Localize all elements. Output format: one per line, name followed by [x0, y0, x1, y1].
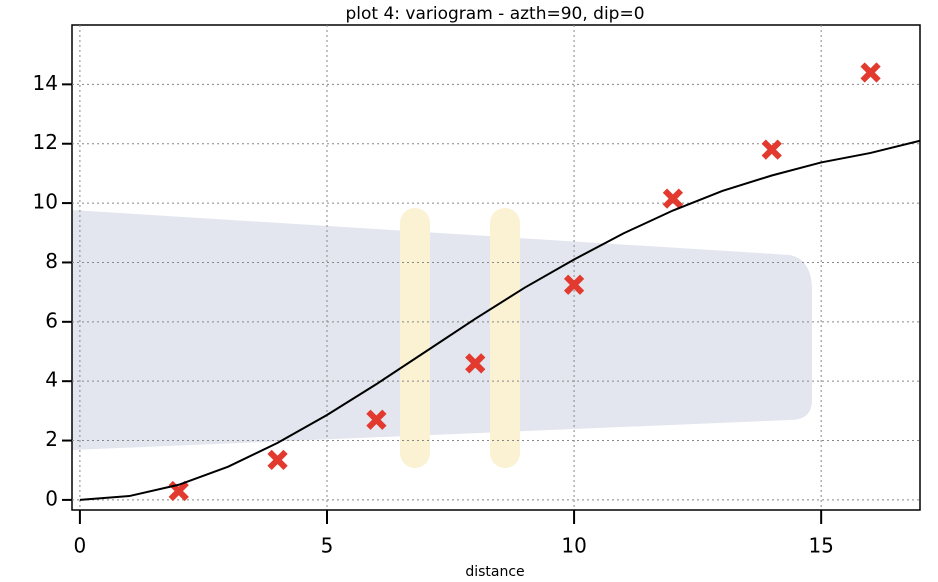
x-tick-label: 5	[321, 534, 334, 558]
y-tick-label: 10	[33, 190, 58, 214]
model-curve	[79, 139, 921, 501]
data-point	[267, 449, 288, 470]
watermark-bar	[490, 208, 520, 468]
chart-title: plot 4: variogram - azth=90, dip=0	[345, 4, 644, 24]
y-tick-label: 14	[33, 71, 58, 95]
y-tick-label: 2	[45, 427, 58, 451]
x-axis-label: distance	[465, 564, 524, 580]
y-tick-label: 4	[45, 368, 58, 392]
x-tick-label: 0	[74, 534, 87, 558]
watermark-bar	[400, 208, 430, 468]
y-tick-label: 8	[45, 249, 58, 273]
y-tick-label: 0	[45, 486, 58, 510]
x-tick-label: 10	[561, 534, 586, 558]
y-tick-label: 12	[33, 130, 58, 154]
data-point	[761, 139, 782, 160]
plot-frame	[71, 24, 921, 511]
data-point	[563, 274, 585, 295]
data-point	[465, 353, 486, 374]
y-tick-label: 6	[45, 308, 58, 332]
watermark	[72, 208, 812, 468]
data-point	[366, 409, 387, 430]
x-tick-label: 15	[808, 534, 833, 558]
data-point	[860, 62, 881, 83]
watermark-band	[72, 210, 812, 450]
data-point	[662, 188, 684, 209]
